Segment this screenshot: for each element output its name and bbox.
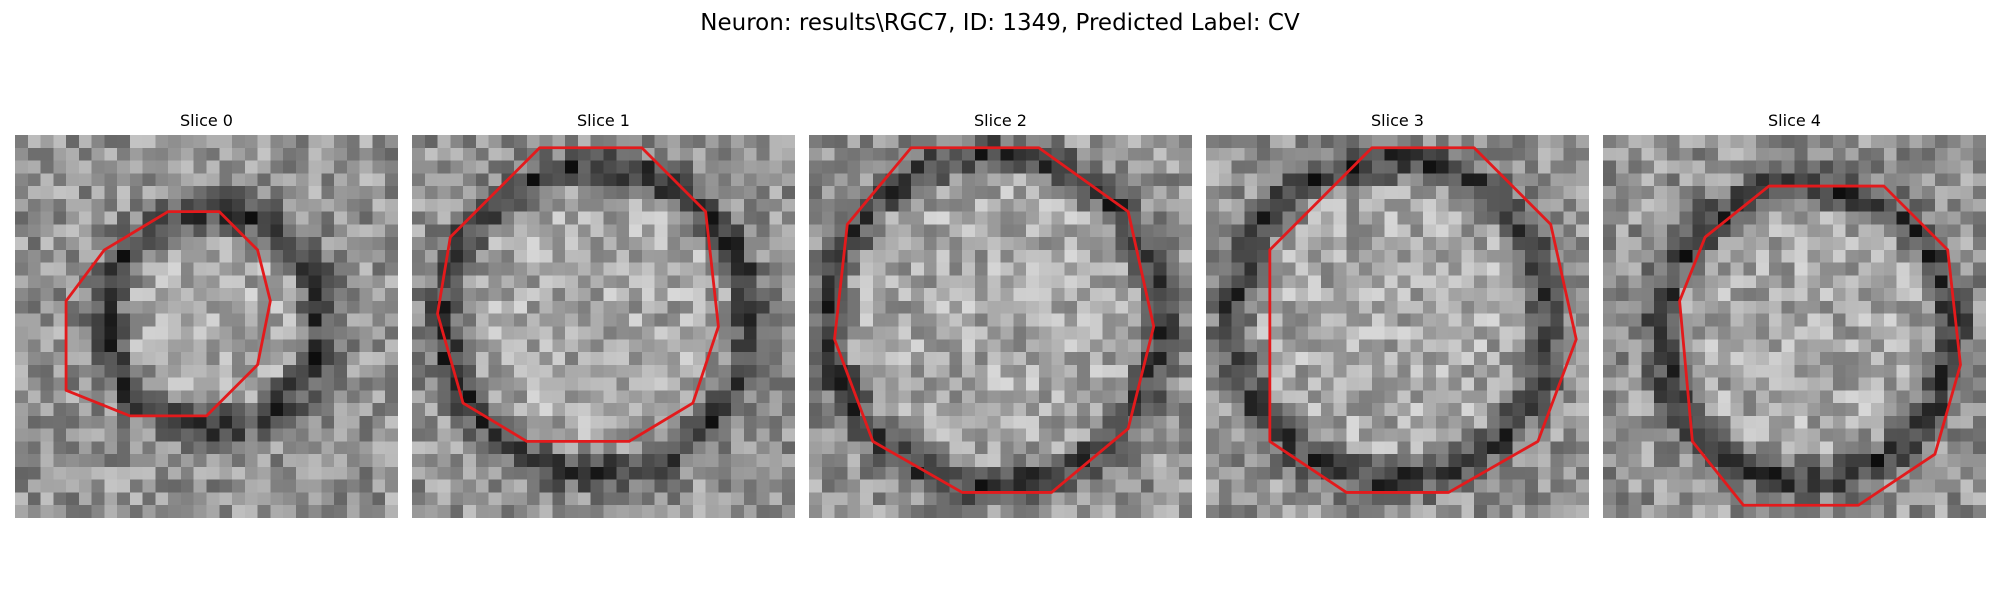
pixel-grid bbox=[1206, 135, 1589, 518]
cell-contour bbox=[1268, 146, 1578, 494]
slice-title-0: Slice 0 bbox=[180, 111, 233, 130]
slice-panel-4: Slice 4 bbox=[1603, 108, 1986, 518]
cell-contour bbox=[64, 210, 272, 418]
cell-contour bbox=[436, 146, 720, 443]
cell-contour bbox=[833, 146, 1156, 494]
slice-image-2 bbox=[809, 135, 1192, 518]
slice-image-1 bbox=[412, 135, 795, 518]
slice-title-4: Slice 4 bbox=[1768, 111, 1821, 130]
slice-title-2: Slice 2 bbox=[974, 111, 1027, 130]
slice-title-3: Slice 3 bbox=[1371, 111, 1424, 130]
slice-panel-0: Slice 0 bbox=[15, 108, 398, 518]
slice-panel-1: Slice 1 bbox=[412, 108, 795, 518]
pixel-grid bbox=[412, 135, 795, 518]
slice-image-3 bbox=[1206, 135, 1589, 518]
pixel-grid bbox=[15, 135, 398, 518]
slice-image-0 bbox=[15, 135, 398, 518]
pixel-grid bbox=[1603, 135, 1986, 518]
slice-panel-2: Slice 2 bbox=[809, 108, 1192, 518]
figure-title: Neuron: results\RGC7, ID: 1349, Predicte… bbox=[700, 10, 1300, 36]
slice-image-4 bbox=[1603, 135, 1986, 518]
cell-contour bbox=[1678, 184, 1962, 507]
slice-panel-3: Slice 3 bbox=[1206, 108, 1589, 518]
slice-title-1: Slice 1 bbox=[577, 111, 630, 130]
pixel-grid bbox=[809, 135, 1192, 518]
